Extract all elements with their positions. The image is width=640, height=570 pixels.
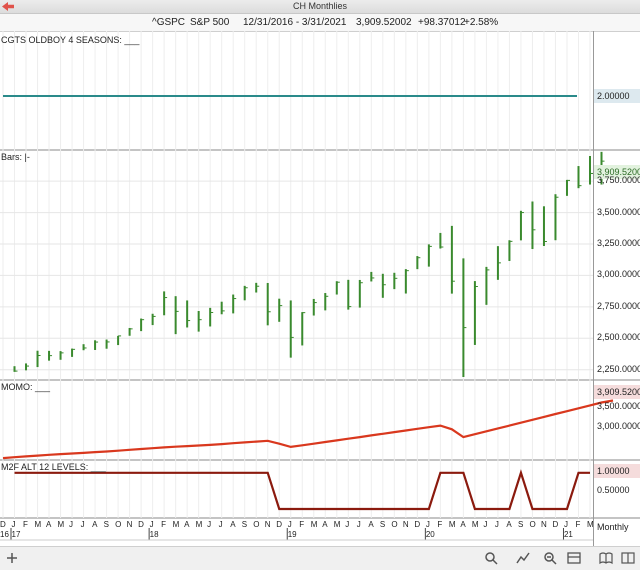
bottom-toolbar <box>0 546 640 570</box>
month-tick-label: N <box>540 520 547 529</box>
month-tick-label: J <box>207 520 212 529</box>
bars-tick-label: 3,000.00000 <box>597 269 640 280</box>
m2f-panel-label: M2F ALT 12 LEVELS: ___ <box>1 462 106 472</box>
m2f-value-badge: 1.00000 <box>594 464 640 478</box>
month-tick-label: D <box>552 520 559 529</box>
momo-tick-label: 3,000.00000 <box>597 421 640 432</box>
symbol-info-bar: ^GSPC S&P 500 12/31/2016 - 3/31/2021 3,9… <box>0 14 640 32</box>
momo-panel-label: MOMO: ___ <box>1 382 51 392</box>
month-tick-label: S <box>103 520 109 529</box>
year-tick-label: 19 <box>287 530 297 539</box>
month-tick-label: F <box>23 520 28 529</box>
month-tick-label: M <box>34 520 42 529</box>
layout-icon[interactable] <box>566 551 582 565</box>
month-tick-label: J <box>287 520 292 529</box>
price-change: +98.37012 <box>418 17 466 28</box>
month-tick-label: F <box>575 520 581 529</box>
month-tick-label: J <box>80 520 85 529</box>
m2f-series-line <box>14 469 590 511</box>
bars-tick-label: 2,250.00000 <box>597 363 640 374</box>
month-tick-label: S <box>241 520 248 529</box>
month-tick-label: M <box>172 520 180 529</box>
year-tick-label: 21 <box>563 530 573 539</box>
zoom-icon[interactable] <box>542 551 558 565</box>
bars-tick-label: 3,750.00000 <box>597 175 640 186</box>
month-tick-label: J <box>356 520 361 529</box>
bars-value-badge: 3,909.52002 <box>594 165 640 179</box>
month-tick-label: S <box>517 520 524 529</box>
month-tick-label: M <box>195 520 203 529</box>
month-tick-label: S <box>379 520 386 529</box>
month-tick-label: A <box>46 520 52 529</box>
symbol-ticker: ^GSPC <box>152 17 186 28</box>
price-change-percent: +2.58% <box>464 17 499 28</box>
oldboy-panel-label: CGTS OLDBOY 4 SEASONS: ___ <box>1 35 140 45</box>
momo-tick-label: 3,500.00000 <box>597 400 640 411</box>
month-tick-label: A <box>460 520 466 529</box>
year-tick-label: 20 <box>425 530 435 539</box>
month-tick-label: N <box>402 520 409 529</box>
bars-tick-label: 3,500.00000 <box>597 206 640 217</box>
month-tick-label: A <box>184 520 190 529</box>
month-tick-label: A <box>92 520 98 529</box>
month-tick-label: F <box>299 520 305 529</box>
month-tick-label: D <box>414 520 421 529</box>
month-tick-label: J <box>563 520 568 529</box>
date-range: 12/31/2016 - 3/31/2021 <box>243 17 347 28</box>
month-tick-label: J <box>69 520 74 529</box>
month-tick-label: M <box>310 520 318 529</box>
month-tick-label: D <box>138 520 144 529</box>
month-tick-label: J <box>345 520 350 529</box>
month-tick-label: D <box>276 520 283 529</box>
month-tick-label: O <box>253 520 260 529</box>
book-alt-icon[interactable] <box>620 551 636 565</box>
month-tick-label: A <box>506 520 512 529</box>
last-price: 3,909.52002 <box>356 17 412 28</box>
momo-value-badge: 3,909.52002 <box>594 385 640 399</box>
bars-panel-label: Bars: |- <box>1 152 30 162</box>
period-selector[interactable]: Monthly <box>597 522 629 532</box>
year-tick-label: 18 <box>149 530 159 539</box>
month-tick-label: M <box>448 520 456 529</box>
month-tick-label: M <box>587 520 594 529</box>
bars-tick-label: 3,250.00000 <box>597 238 640 248</box>
month-tick-label: J <box>11 520 16 529</box>
month-tick-label: J <box>149 520 154 529</box>
window-title: CH Monthlies <box>292 1 348 11</box>
month-tick-label: J <box>218 520 223 529</box>
oldboy-value-badge: 2.00000 <box>594 89 640 103</box>
month-tick-label: J <box>425 520 430 529</box>
month-tick-label: A <box>368 520 374 529</box>
year-tick-label: 17 <box>11 530 21 539</box>
month-tick-label: F <box>437 520 443 529</box>
m2f-tick-label: 0.50000 <box>597 484 630 495</box>
month-tick-label: O <box>115 520 122 529</box>
month-tick-label: M <box>471 520 479 529</box>
month-tick-label: D <box>0 520 6 529</box>
draw-line-icon[interactable] <box>515 551 531 565</box>
symbol-name: S&P 500 <box>190 17 230 28</box>
book-icon[interactable] <box>598 551 614 565</box>
momo-series-line <box>2 399 614 460</box>
month-tick-label: M <box>333 520 341 529</box>
month-tick-label: M <box>57 520 65 529</box>
month-tick-label: O <box>529 520 536 529</box>
month-tick-label: A <box>230 520 236 529</box>
bars-tick-label: 2,500.00000 <box>597 332 640 343</box>
window-title-bar: CH Monthlies <box>0 0 640 14</box>
month-tick-label: J <box>483 520 488 529</box>
month-tick-label: N <box>126 520 133 529</box>
month-tick-label: J <box>494 520 499 529</box>
add-icon[interactable] <box>4 551 20 565</box>
month-tick-label: F <box>161 520 167 529</box>
month-tick-label: A <box>322 520 328 529</box>
month-tick-label: N <box>264 520 271 529</box>
bars-tick-label: 2,750.00000 <box>597 300 640 311</box>
search-icon[interactable] <box>483 551 499 565</box>
year-tick-label: 16 <box>0 530 9 539</box>
back-arrow-icon[interactable] <box>1 1 15 12</box>
month-tick-label: O <box>391 520 398 529</box>
